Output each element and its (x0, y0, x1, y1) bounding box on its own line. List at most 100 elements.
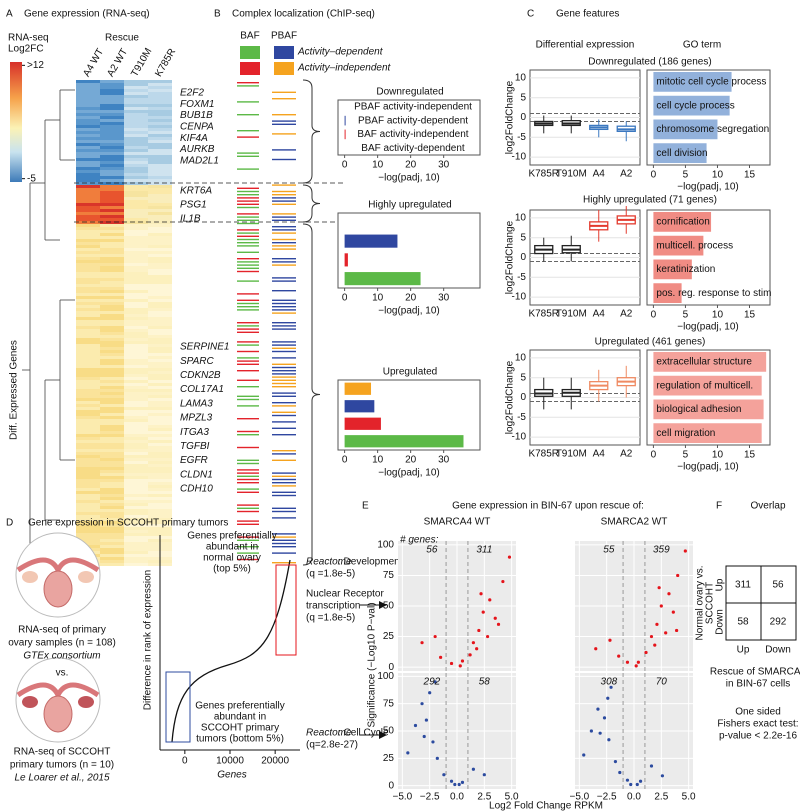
heatmap-cell (124, 212, 148, 215)
y-tick-label: 5 (520, 232, 526, 243)
heatmap-cell (148, 269, 172, 272)
heatmap-cell (100, 116, 124, 119)
stripe (272, 325, 296, 327)
heatmap-cell (76, 224, 100, 227)
stripe (272, 386, 296, 388)
heatmap-cell (76, 206, 100, 209)
heatmap-cell (124, 530, 148, 533)
heatmap-cell (124, 386, 148, 389)
heatmap-cell (148, 389, 172, 392)
heatmap-cell (76, 419, 100, 422)
heatmap-cell (148, 410, 172, 413)
heatmap-cell (124, 452, 148, 455)
heatmap-cell (148, 107, 172, 110)
stripe (272, 539, 296, 541)
heatmap-cell (124, 425, 148, 428)
caption: RNA-seq of primary (18, 625, 106, 636)
stripe (272, 414, 296, 417)
x-tick-label: −2.5 (597, 792, 617, 803)
row-dir: Down (715, 609, 726, 635)
stripe (272, 213, 296, 215)
heatmap-cell (76, 236, 100, 239)
go-term-label: mitotic cell cycle process (656, 77, 766, 88)
heatmap-cell (100, 386, 124, 389)
heatmap-cell (100, 491, 124, 494)
point (479, 592, 483, 596)
stripe (237, 370, 259, 372)
heatmap-cell (124, 179, 148, 182)
heatmap-cell (148, 140, 172, 143)
heatmap-cell (100, 311, 124, 314)
heatmap-cell (76, 239, 100, 242)
heatmap-cell (100, 179, 124, 182)
heatmap-cell (100, 209, 124, 212)
stripe (272, 379, 296, 381)
heatmap-cell (124, 461, 148, 464)
heatmap-cell (148, 518, 172, 521)
point (649, 634, 654, 639)
colorbar-tick-label: -5 (27, 173, 36, 184)
gene-label: ITGA3 (180, 427, 209, 438)
heatmap-cell (76, 440, 100, 443)
heatmap-cell (100, 317, 124, 320)
heatmap-cell (124, 98, 148, 101)
x-axis-label: −log(padj, 10) (677, 182, 738, 193)
heatmap-cell (76, 143, 100, 146)
heatmap-cell (100, 86, 124, 89)
heatmap-cell (124, 125, 148, 128)
heatmap-cell (148, 305, 172, 308)
point (481, 610, 485, 614)
heatmap-cell (124, 218, 148, 221)
heatmap-cell (148, 299, 172, 302)
heatmap-cell (100, 197, 124, 200)
stripe (237, 478, 259, 481)
heatmap-cell (76, 125, 100, 128)
point (609, 685, 613, 689)
x-tick-label: 0 (342, 160, 348, 171)
heatmap-cell (76, 146, 100, 149)
heatmap-cell (124, 122, 148, 125)
heatmap-cell (124, 293, 148, 296)
y-tick-label: 0 (388, 780, 394, 791)
x-tick-label: 2.5 (477, 792, 491, 803)
stripe (237, 302, 259, 305)
chart-title: Downregulated (376, 87, 443, 98)
heatmap-cell (76, 260, 100, 263)
heatmap-cell (76, 344, 100, 347)
point (406, 751, 410, 755)
heatmap-cell (124, 236, 148, 239)
heatmap-cell (100, 128, 124, 131)
heatmap-cell (100, 404, 124, 407)
bar (344, 234, 398, 248)
x-tick-label: T910M (556, 169, 587, 180)
go-term-label: cell cycle process (656, 100, 734, 111)
heatmap-cell (148, 125, 172, 128)
stripe (237, 344, 259, 346)
heatmap-cell (100, 383, 124, 386)
brace (302, 184, 321, 223)
heatmap-cell (100, 398, 124, 401)
heatmap-cell (124, 308, 148, 311)
heatmap-cell (124, 272, 148, 275)
heatmap-cell (100, 329, 124, 332)
heatmap-cell (148, 356, 172, 359)
heatmap-cell (76, 410, 100, 413)
heatmap-cell (148, 287, 172, 290)
heatmap-cell (100, 344, 124, 347)
heatmap-cell (148, 353, 172, 356)
bar (344, 435, 464, 448)
category-label: BAF activity-independent (357, 129, 468, 140)
y-axis-label: Difference in rank of expression (143, 570, 154, 710)
heatmap-cell (100, 338, 124, 341)
chart-title: Highly upregulated (368, 200, 451, 211)
heatmap-cell (124, 167, 148, 170)
heatmap-cell (76, 134, 100, 137)
heatmap-cell (100, 374, 124, 377)
heatmap-cell (76, 533, 100, 536)
stripe (237, 299, 259, 301)
heatmap-cell (148, 317, 172, 320)
illustration (43, 695, 73, 733)
heatmap-cell (148, 233, 172, 236)
heatmap-cell (124, 149, 148, 152)
